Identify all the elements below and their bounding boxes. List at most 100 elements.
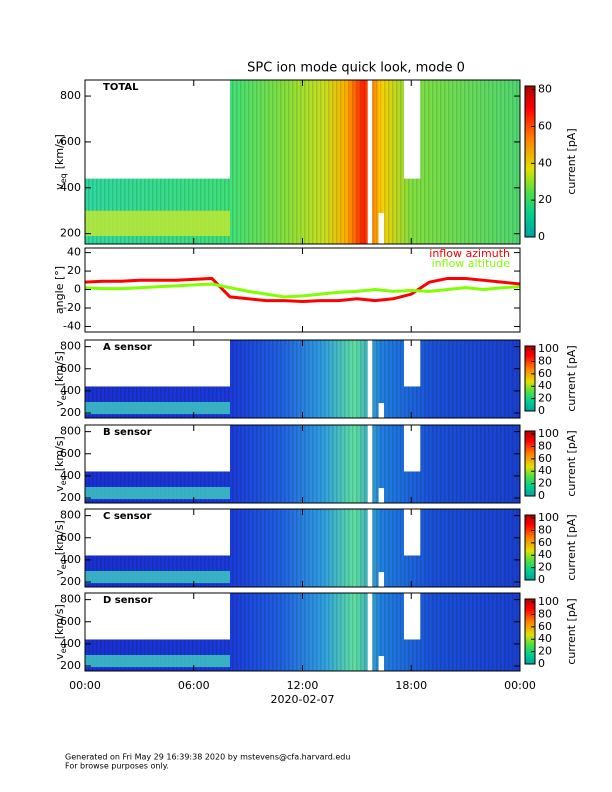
colorbar-tick-label: 60 (538, 120, 552, 133)
y-label-sub: eq (59, 643, 68, 653)
y-label-sub: eq (59, 475, 68, 485)
legend-entry: inflow azimuth (429, 247, 510, 260)
panel-label: B sensor (103, 427, 152, 438)
colorbar-tick-label: 0 (538, 657, 545, 670)
colorbar-tick-label: 80 (538, 607, 552, 620)
y-axis-label: angle [°] (53, 266, 66, 314)
beam-band (85, 401, 230, 415)
panel-frame (84, 79, 521, 245)
panel-frame (84, 592, 521, 672)
colorbar-tick-label: 40 (538, 464, 552, 477)
y-tick-label: 600 (60, 447, 81, 460)
colorbar-tick-label: 80 (538, 439, 552, 452)
y-tick-label: 400 (60, 181, 81, 194)
y-label-main: v (53, 569, 66, 576)
data-gap (85, 425, 230, 472)
x-tick-label: 00:00 (504, 679, 536, 692)
panel-label: D sensor (103, 595, 152, 606)
series-line (84, 276, 521, 304)
colorbar-label: current [pA] (565, 514, 578, 580)
y-label-unit: [km/s] (53, 604, 66, 639)
beam-band (85, 486, 230, 500)
title: SPC ion mode quick look, mode 0 (247, 61, 465, 76)
y-tick-label: 200 (60, 659, 81, 672)
colorbar-tick-label: 20 (538, 392, 552, 405)
y-label-unit: [km/s] (53, 520, 66, 555)
panel-label: A sensor (103, 342, 152, 353)
colorbar-tick-label: 0 (538, 489, 545, 502)
data-gap (85, 80, 230, 179)
y-label-main: v (53, 653, 66, 660)
beam-band (85, 570, 230, 584)
y-tick-label: 400 (60, 384, 81, 397)
y-label-sub: eq (59, 173, 68, 183)
colorbar-label: current [pA] (565, 345, 578, 411)
y-tick-label: 600 (60, 531, 81, 544)
y-label-unit: [km/s] (53, 134, 66, 169)
colorbar-tick-label: 60 (538, 536, 552, 549)
colorbar-tick-label: 40 (538, 632, 552, 645)
data-gap (378, 488, 385, 503)
y-label-sub: eq (59, 559, 68, 569)
beam-band (85, 210, 230, 236)
colorbar (524, 514, 536, 581)
colorbar-tick-label: 0 (538, 573, 545, 586)
y-tick-label: 800 (60, 340, 81, 353)
panel-frame (84, 424, 521, 504)
panel-label: TOTAL (103, 82, 139, 93)
y-tick-label: 200 (60, 406, 81, 419)
colorbar-tick-label: 40 (538, 156, 552, 169)
x-tick-label: 06:00 (178, 679, 210, 692)
data-gap (404, 509, 421, 556)
y-axis-label: veq [km/s] (53, 436, 68, 492)
x-tick-label: 12:00 (287, 679, 319, 692)
panel-frame (84, 339, 521, 419)
y-tick-label: 200 (60, 491, 81, 504)
y-axis-label: veq [km/s] (53, 520, 68, 576)
y-tick-label: -20 (63, 301, 81, 314)
y-label-unit: [km/s] (53, 351, 66, 386)
colorbar-tick-label: 60 (538, 452, 552, 465)
colorbar-tick-label: 80 (538, 83, 552, 96)
colorbar-tick-label: 80 (538, 523, 552, 536)
y-tick-label: -40 (63, 319, 81, 332)
y-tick-label: 20 (67, 264, 81, 277)
colorbar-label: current [pA] (565, 430, 578, 496)
y-tick-label: 600 (60, 135, 81, 148)
data-gap (367, 80, 373, 244)
data-gap (85, 340, 230, 387)
legend-entry: inflow altitude (432, 257, 511, 270)
colorbar-label: current [pA] (565, 598, 578, 664)
y-label-main: v (53, 183, 66, 190)
y-tick-label: 800 (60, 593, 81, 606)
y-label-main: v (53, 400, 66, 407)
colorbar-tick-label: 100 (538, 511, 559, 524)
data-gap (378, 572, 385, 587)
colorbar-tick-label: 0 (538, 404, 545, 417)
colorbar-tick-label: 40 (538, 548, 552, 561)
y-tick-label: 200 (60, 575, 81, 588)
colorbar (524, 345, 536, 412)
colorbar-tick-label: 100 (538, 427, 559, 440)
data-gap (404, 340, 421, 387)
colorbar (524, 430, 536, 497)
x-axis-label: 2020-02-07 (271, 693, 335, 706)
colorbar-tick-label: 80 (538, 354, 552, 367)
colorbar-tick-label: 20 (538, 561, 552, 574)
y-tick-label: 400 (60, 637, 81, 650)
data-gap (378, 213, 385, 244)
panel-frame (84, 508, 521, 588)
data-gap (367, 425, 373, 503)
y-tick-label: 600 (60, 362, 81, 375)
colorbar-tick-label: 100 (538, 342, 559, 355)
y-axis-label: veq [km/s] (53, 604, 68, 660)
colorbar-tick-label: 20 (538, 193, 552, 206)
y-label-main: v (53, 485, 66, 492)
footer-line: For browse purposes only. (65, 762, 169, 771)
colorbar-tick-label: 60 (538, 620, 552, 633)
data-gap (404, 593, 421, 640)
y-tick-label: 400 (60, 469, 81, 482)
data-gap (85, 593, 230, 640)
series-line (84, 282, 521, 299)
